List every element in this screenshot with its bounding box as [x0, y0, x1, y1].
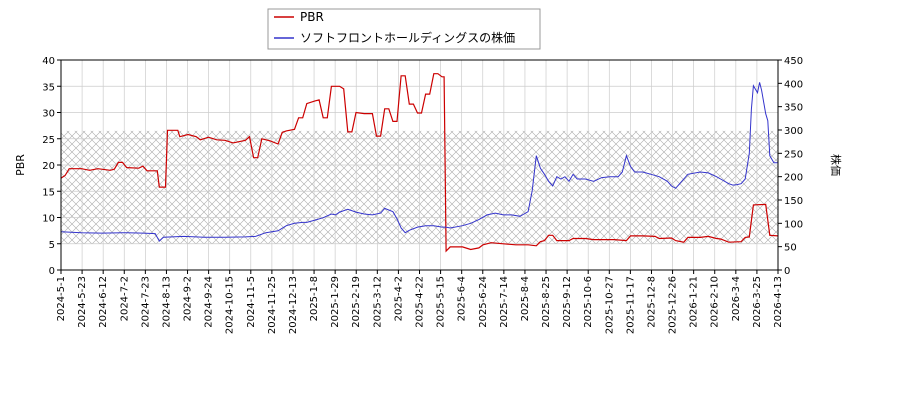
- right-tick-label: 400: [784, 79, 803, 90]
- legend-entry-price: ソフトフロントホールディングスの株価: [300, 30, 515, 45]
- legend: PBR ソフトフロントホールディングスの株価: [267, 8, 541, 50]
- x-tick-label: 2024-9-2: [183, 276, 194, 321]
- x-tick-label: 2024-11-5: [246, 276, 257, 328]
- x-tick-label: 2025-12-8: [646, 276, 657, 328]
- x-tick-label: 2025-7-14: [499, 276, 510, 328]
- left-axis-title: PBR: [14, 154, 27, 176]
- x-tick-label: 2025-3-12: [372, 276, 383, 328]
- x-tick-label: 2024-7-23: [140, 276, 151, 328]
- x-tick-label: 2025-10-6: [583, 276, 594, 328]
- x-tick-label: 2025-2-19: [351, 276, 362, 328]
- right-tick-label: 100: [784, 219, 803, 230]
- left-tick-label: 40: [42, 56, 55, 67]
- right-tick-label: 450: [784, 56, 803, 67]
- x-tick-label: 2024-7-2: [119, 276, 130, 321]
- x-tick-label: 2025-11-17: [625, 276, 636, 334]
- legend-box: [267, 8, 541, 50]
- left-tick-label: 30: [42, 109, 55, 120]
- x-tick-label: 2025-5-15: [436, 276, 447, 328]
- x-tick-label: 2026-4-13: [773, 276, 784, 328]
- legend-entry-pbr: PBR: [300, 10, 324, 24]
- x-tick-label: 2024-8-13: [161, 276, 172, 328]
- x-tick-label: 2026-2-10: [710, 276, 721, 328]
- right-tick-label: 300: [784, 126, 803, 137]
- right-tick-label: 350: [784, 103, 803, 114]
- x-tick-label: 2025-6-24: [478, 276, 489, 328]
- left-tick-label: 10: [42, 214, 55, 225]
- series-line-pbr: [61, 73, 778, 253]
- x-tick-label: 2025-10-27: [604, 276, 615, 334]
- right-tick-label: 0: [784, 266, 790, 277]
- right-axis-ticks: 0 50 100 150 200 250 300 350 400 450: [778, 56, 803, 277]
- x-tick-label: 2025-1-29: [330, 276, 341, 328]
- x-axis-ticks: 2024-5-1 2024-5-23 2024-6-12 2024-7-2 2024-7…: [56, 270, 784, 334]
- left-axis-ticks: 0 5 10 15 20 25 30 35 40: [42, 56, 61, 277]
- x-tick-label: 2025-6-4: [457, 276, 468, 321]
- x-tick-label: 2025-9-12: [562, 276, 573, 328]
- x-tick-label: 2024-5-23: [77, 276, 88, 328]
- left-tick-label: 25: [42, 135, 55, 146]
- x-tick-label: 2025-8-4: [520, 276, 531, 321]
- x-tick-label: 2024-12-13: [288, 276, 299, 334]
- x-tick-label: 2024-5-1: [56, 276, 67, 321]
- x-tick-label: 2025-1-8: [309, 276, 320, 321]
- left-tick-label: 0: [49, 266, 55, 277]
- x-tick-label: 2024-9-24: [204, 276, 215, 328]
- left-tick-label: 5: [49, 240, 55, 251]
- x-tick-label: 2025-8-25: [541, 276, 552, 328]
- series-line-price: [61, 82, 778, 242]
- x-tick-label: 2024-10-15: [225, 276, 236, 334]
- right-tick-label: 50: [784, 243, 797, 254]
- right-axis-title: 株価: [829, 154, 843, 176]
- x-tick-label: 2025-4-22: [415, 276, 426, 328]
- x-tick-label: 2026-3-25: [752, 276, 763, 328]
- left-tick-label: 15: [42, 187, 55, 198]
- x-tick-label: 2026-3-4: [731, 276, 742, 321]
- right-tick-label: 250: [784, 149, 803, 160]
- x-tick-label: 2025-4-2: [393, 276, 404, 321]
- right-tick-label: 150: [784, 196, 803, 207]
- x-tick-label: 2024-6-12: [98, 276, 109, 328]
- left-tick-label: 35: [42, 82, 55, 93]
- x-tick-label: 2025-12-26: [668, 276, 679, 334]
- right-tick-label: 200: [784, 173, 803, 184]
- x-tick-label: 2024-11-25: [267, 276, 278, 334]
- left-tick-label: 20: [42, 161, 55, 172]
- x-tick-label: 2026-1-21: [689, 276, 700, 328]
